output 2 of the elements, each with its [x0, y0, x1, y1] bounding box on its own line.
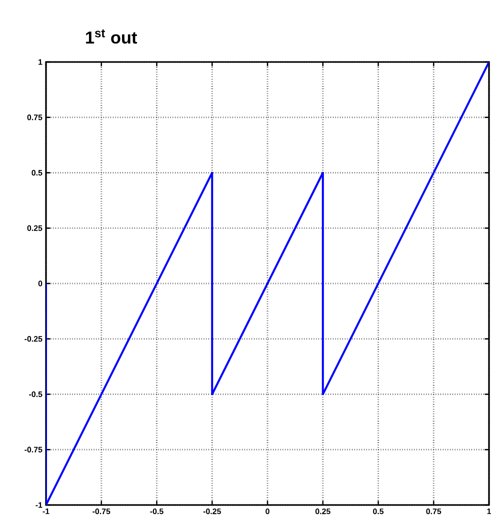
- chart-title: 1$^{st}$ out: [86, 29, 138, 44]
- line-series: [46, 62, 490, 505]
